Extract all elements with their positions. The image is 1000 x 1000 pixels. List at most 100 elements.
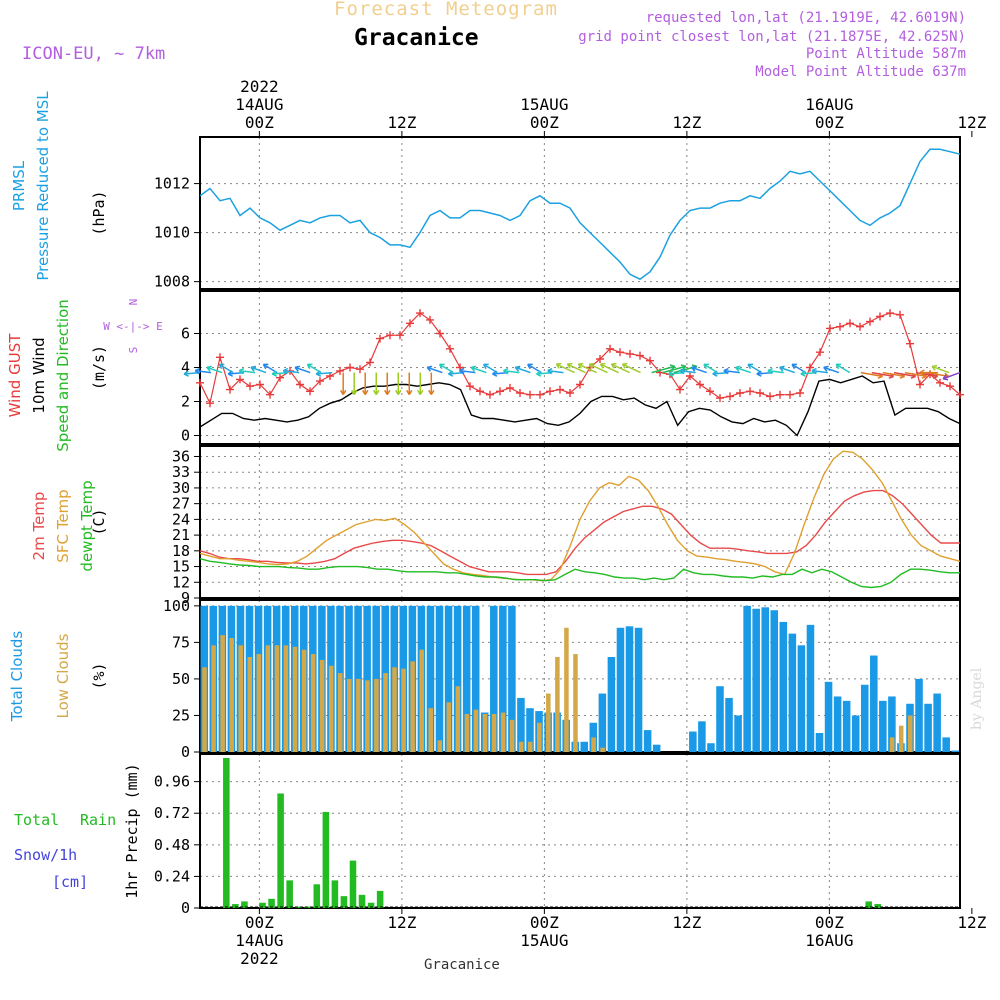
footer-station: Gracanice	[424, 957, 500, 973]
label-temp-2: dewpt Temp	[78, 480, 96, 571]
label-wind-2: Speed and Direction	[54, 299, 72, 452]
low-cloud-bar	[365, 680, 370, 752]
low-cloud-bar	[337, 673, 343, 752]
wind-arrow-head	[426, 365, 433, 372]
wind-arrow-head	[555, 362, 562, 369]
gust-marker	[776, 390, 784, 399]
ytick-label: 4	[181, 359, 190, 377]
wind-arrow-head	[823, 365, 829, 372]
temp2m-line	[199, 489, 960, 576]
gridpoint-coords: grid point closest lon,lat (21.1875E, 42…	[578, 29, 966, 45]
total-cloud-bar	[879, 700, 887, 752]
label-wind-1: 10m Wind	[30, 337, 48, 413]
label-cloud-1: Low Clouds	[54, 633, 72, 718]
total-cloud-bar	[788, 633, 797, 752]
wind-arrow-shaft	[547, 369, 564, 374]
label-temp-0: 2m Temp	[30, 492, 48, 561]
wind-arrow-shaft	[578, 363, 597, 374]
wind-arrow	[395, 372, 402, 395]
rain-bar	[865, 901, 872, 908]
time-label: 00Z	[245, 913, 274, 932]
wind-arrow-head	[306, 363, 313, 370]
low-cloud-bar	[482, 714, 488, 752]
total-cloud-bar	[842, 700, 851, 752]
label-pressure-msl: Pressure Reduced to MSL	[34, 91, 52, 281]
gust-marker	[846, 319, 854, 328]
total-cloud-bar	[770, 610, 779, 752]
ytick-label: 100	[163, 597, 190, 615]
ytick-label: 25	[172, 706, 190, 724]
wind-arrow-head	[315, 370, 322, 377]
wind-arrow	[384, 372, 391, 395]
gust-marker	[646, 356, 654, 365]
label-snow: Snow/1h	[14, 846, 77, 864]
time-label: 2022	[240, 949, 279, 968]
low-cloud-bar	[491, 714, 497, 752]
total-cloud-bar	[490, 605, 498, 752]
wind-arrow-shaft	[835, 363, 851, 374]
wind-arrow	[238, 367, 256, 375]
watermark: by Angel	[969, 667, 985, 730]
wind-arrow-head	[566, 362, 573, 369]
wind-arrow-shaft	[250, 366, 267, 374]
wind-arrow	[919, 369, 938, 376]
wind-arrow-head	[811, 367, 817, 375]
rain-bar	[259, 902, 266, 908]
gust-marker	[866, 317, 874, 326]
wind-arrow	[835, 363, 851, 374]
gust-marker	[346, 363, 354, 372]
wind-arrow-head	[262, 363, 269, 370]
compass: N W <-|-> E S	[103, 299, 163, 354]
wind-arrow-head	[779, 365, 785, 372]
gust-marker	[246, 382, 254, 391]
gust-marker	[336, 366, 344, 375]
gust-marker	[736, 389, 744, 397]
wind-arrow	[250, 365, 267, 374]
time-label: 00Z	[815, 113, 844, 132]
label-prmsl: PRMSL	[10, 160, 28, 211]
time-label: 14AUG	[235, 95, 283, 114]
wind-arrow-shaft	[239, 369, 256, 374]
rain-bar	[286, 880, 293, 908]
wind-arrow	[942, 371, 961, 381]
time-label: 12Z	[957, 113, 986, 132]
ytick-label: 15	[172, 558, 190, 576]
gust-marker	[566, 389, 574, 397]
low-cloud-bar	[310, 654, 316, 752]
wind-arrow-head	[470, 365, 477, 372]
wind-arrow-head	[361, 389, 369, 395]
panel-frame	[199, 753, 961, 909]
wind-arrow-shaft	[860, 371, 883, 378]
ytick-label: 1012	[154, 175, 190, 193]
low-cloud-bar	[229, 638, 234, 752]
wind-arrow-shaft	[206, 366, 223, 374]
wind-arrow-head	[238, 367, 245, 375]
total-cloud-bar	[444, 605, 453, 752]
faint-title: Forecast Meteogram	[334, 0, 558, 20]
rain-bar	[358, 894, 366, 908]
ylabel: (m/s)	[90, 345, 108, 390]
rain-bar	[313, 884, 321, 908]
time-label: 00Z	[530, 913, 559, 932]
low-cloud-bar	[473, 709, 479, 752]
ytick-label: 50	[172, 670, 190, 688]
time-label: 12Z	[387, 913, 416, 932]
wind-arrow-head	[395, 389, 402, 395]
gust-marker	[616, 348, 624, 357]
wind-arrow-head	[835, 363, 842, 370]
gust-line	[199, 312, 961, 406]
gust-marker	[376, 334, 384, 343]
wind-arrow-shaft	[823, 366, 840, 374]
compass-south: S	[127, 347, 140, 354]
gust-marker	[396, 331, 404, 340]
wind-arrow-head	[735, 365, 741, 372]
total-cloud-bar	[833, 696, 842, 752]
wind-arrow-head	[294, 365, 301, 372]
panel-frame	[199, 136, 961, 290]
model-altitude: Model Point Altitude 637m	[755, 64, 966, 80]
rain-bar	[331, 880, 339, 908]
ytick-label: 1008	[154, 273, 190, 291]
gust-marker	[796, 389, 804, 397]
gust-marker	[636, 351, 644, 360]
panel-frame	[199, 445, 961, 599]
